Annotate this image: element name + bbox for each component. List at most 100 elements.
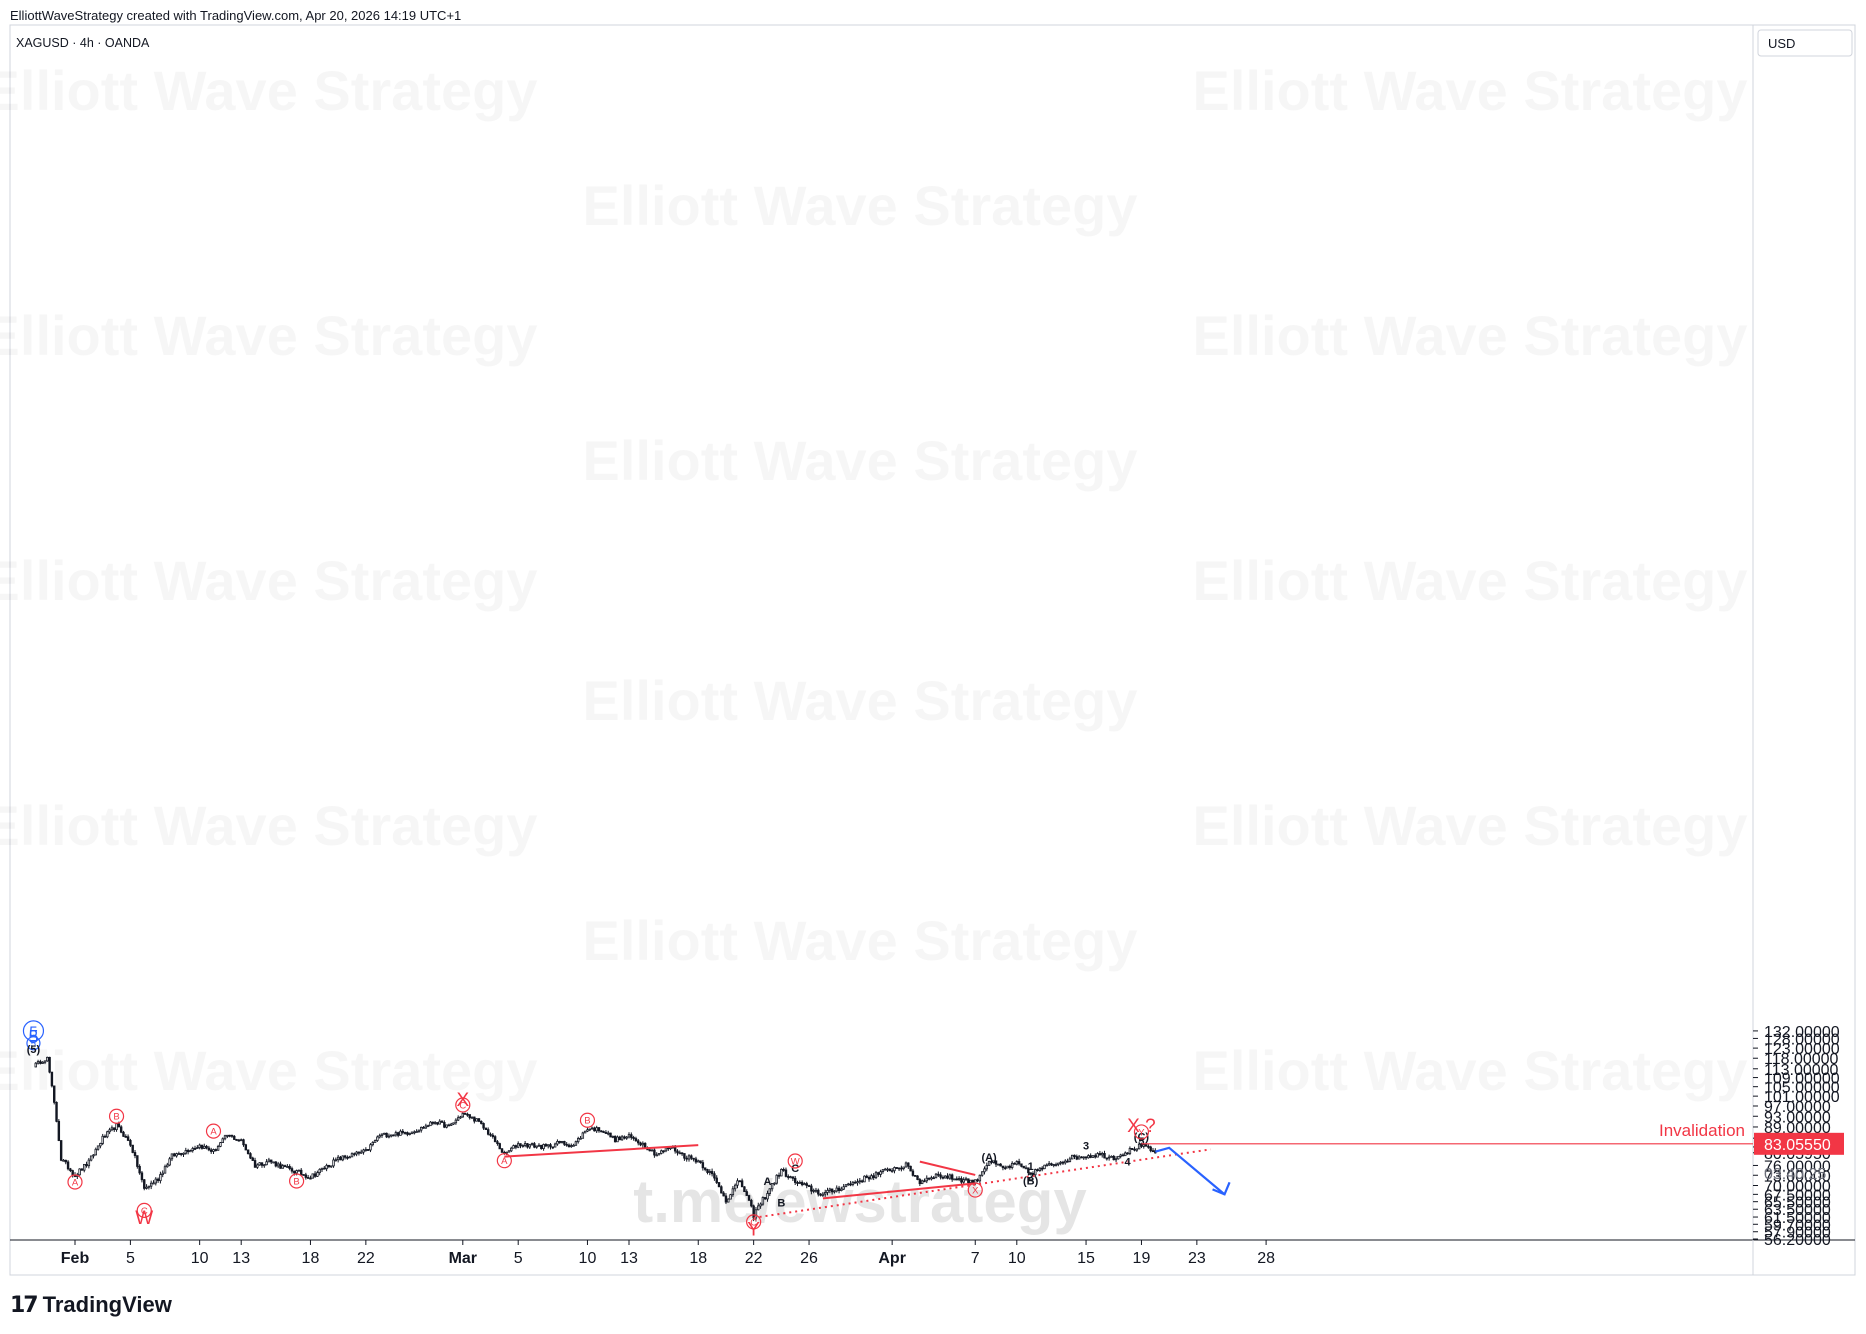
- candle-body: [856, 1181, 859, 1184]
- candle-body: [627, 1134, 631, 1138]
- candle-body: [1038, 1167, 1042, 1171]
- candle-body: [976, 1179, 979, 1182]
- watermark-text: Elliott Wave Strategy: [0, 549, 537, 612]
- candle-body: [653, 1149, 656, 1156]
- candle-body: [242, 1139, 245, 1146]
- candle-body: [1142, 1144, 1145, 1147]
- tradingview-mark-icon: 17: [10, 1292, 39, 1318]
- candle-body: [752, 1205, 755, 1219]
- candle-body: [103, 1135, 107, 1138]
- tradingview-logo[interactable]: 17 TradingView: [10, 1292, 172, 1318]
- candle-body: [306, 1177, 310, 1179]
- candle-body: [957, 1178, 961, 1180]
- candle-body: [311, 1173, 314, 1179]
- candle-body: [159, 1174, 162, 1182]
- candle-body: [934, 1173, 938, 1179]
- candle-body: [89, 1155, 93, 1161]
- invalidation-level: Invalidation 83.05550: [1141, 1121, 1844, 1155]
- candle-body: [122, 1131, 125, 1137]
- candle-body: [607, 1132, 610, 1135]
- candle-body: [288, 1166, 291, 1169]
- candle-body: [724, 1195, 728, 1203]
- candle-body: [553, 1143, 557, 1148]
- candle-body: [1031, 1173, 1035, 1176]
- candle-body: [699, 1160, 702, 1164]
- candle-body: [987, 1160, 991, 1166]
- candle-body: [895, 1167, 898, 1169]
- red-trendline: [919, 1160, 976, 1176]
- candle-body: [396, 1132, 400, 1136]
- candle-body: [613, 1135, 617, 1143]
- wave-label: 5: [1138, 1136, 1144, 1148]
- candle-body: [330, 1165, 333, 1168]
- candle-body: [625, 1136, 628, 1139]
- candle-body: [581, 1132, 585, 1139]
- time-tick-label: 13: [232, 1250, 250, 1267]
- candle-body: [1082, 1156, 1085, 1159]
- candle-body: [897, 1167, 901, 1170]
- candle-body: [200, 1144, 204, 1149]
- candle-body: [909, 1165, 912, 1172]
- candle-body: [80, 1168, 84, 1171]
- candle-body: [750, 1199, 753, 1207]
- candle-body: [574, 1141, 578, 1146]
- candle-body: [1066, 1160, 1069, 1163]
- candle-body: [1131, 1148, 1134, 1150]
- candle-body: [900, 1167, 903, 1170]
- wave-label: X: [456, 1090, 469, 1111]
- dotted-support-trendline: [753, 1148, 1211, 1219]
- candle-body: [491, 1134, 495, 1138]
- candle-body: [643, 1142, 647, 1149]
- candle-body: [390, 1134, 393, 1137]
- time-tick-label: 15: [1077, 1250, 1095, 1267]
- time-tick-label: 5: [514, 1250, 523, 1267]
- candle-body: [383, 1132, 386, 1135]
- candle-body: [401, 1130, 404, 1133]
- candle-body: [1029, 1172, 1032, 1175]
- candle-body: [445, 1124, 448, 1128]
- candle-body: [812, 1189, 815, 1192]
- candle-body: [948, 1174, 952, 1179]
- time-axis[interactable]: Feb 5 10 13 18 22 Mar 5 10 13 18 22 26 Apr 7 10 15 19 23 28: [61, 1240, 1275, 1267]
- candle-body: [482, 1123, 485, 1129]
- candle-body: [978, 1174, 982, 1182]
- currency-selector[interactable]: USD: [1757, 29, 1853, 57]
- candle-body: [547, 1144, 550, 1147]
- candle-body: [313, 1173, 317, 1177]
- wave-label: C: [791, 1163, 799, 1175]
- candles: [34, 1056, 1157, 1222]
- candle-body: [110, 1127, 114, 1131]
- candle-body: [706, 1169, 709, 1173]
- candle-body: [316, 1172, 319, 1177]
- candle-body: [468, 1114, 471, 1119]
- candle-body: [265, 1161, 268, 1166]
- candle-body: [246, 1149, 250, 1155]
- symbol-title[interactable]: XAGUSD · 4h · OANDA: [16, 36, 150, 50]
- candle-body: [83, 1163, 86, 1171]
- candle-body: [994, 1160, 998, 1165]
- time-tick-label: 22: [745, 1250, 763, 1267]
- candle-body: [731, 1188, 735, 1196]
- candle-body: [743, 1186, 746, 1193]
- candle-body: [907, 1162, 910, 1167]
- candle-body: [119, 1126, 123, 1133]
- candle-body: [205, 1145, 208, 1149]
- candle-body: [542, 1144, 545, 1149]
- candle-body: [53, 1085, 56, 1103]
- candle-body: [556, 1140, 559, 1145]
- candle-body: [879, 1171, 882, 1175]
- candle-body: [406, 1132, 409, 1135]
- candle-body: [99, 1143, 102, 1147]
- candle-body: [131, 1144, 134, 1153]
- wave-label-circle: [455, 1097, 471, 1113]
- candle-body: [270, 1159, 273, 1163]
- candle-body: [775, 1174, 778, 1184]
- candle-body: [156, 1178, 160, 1182]
- candle-body: [703, 1167, 707, 1170]
- candle-body: [193, 1147, 197, 1150]
- candle-body: [830, 1188, 834, 1193]
- wave-label-circle: [289, 1173, 305, 1189]
- candle-body: [507, 1150, 511, 1153]
- candle-body: [424, 1125, 428, 1129]
